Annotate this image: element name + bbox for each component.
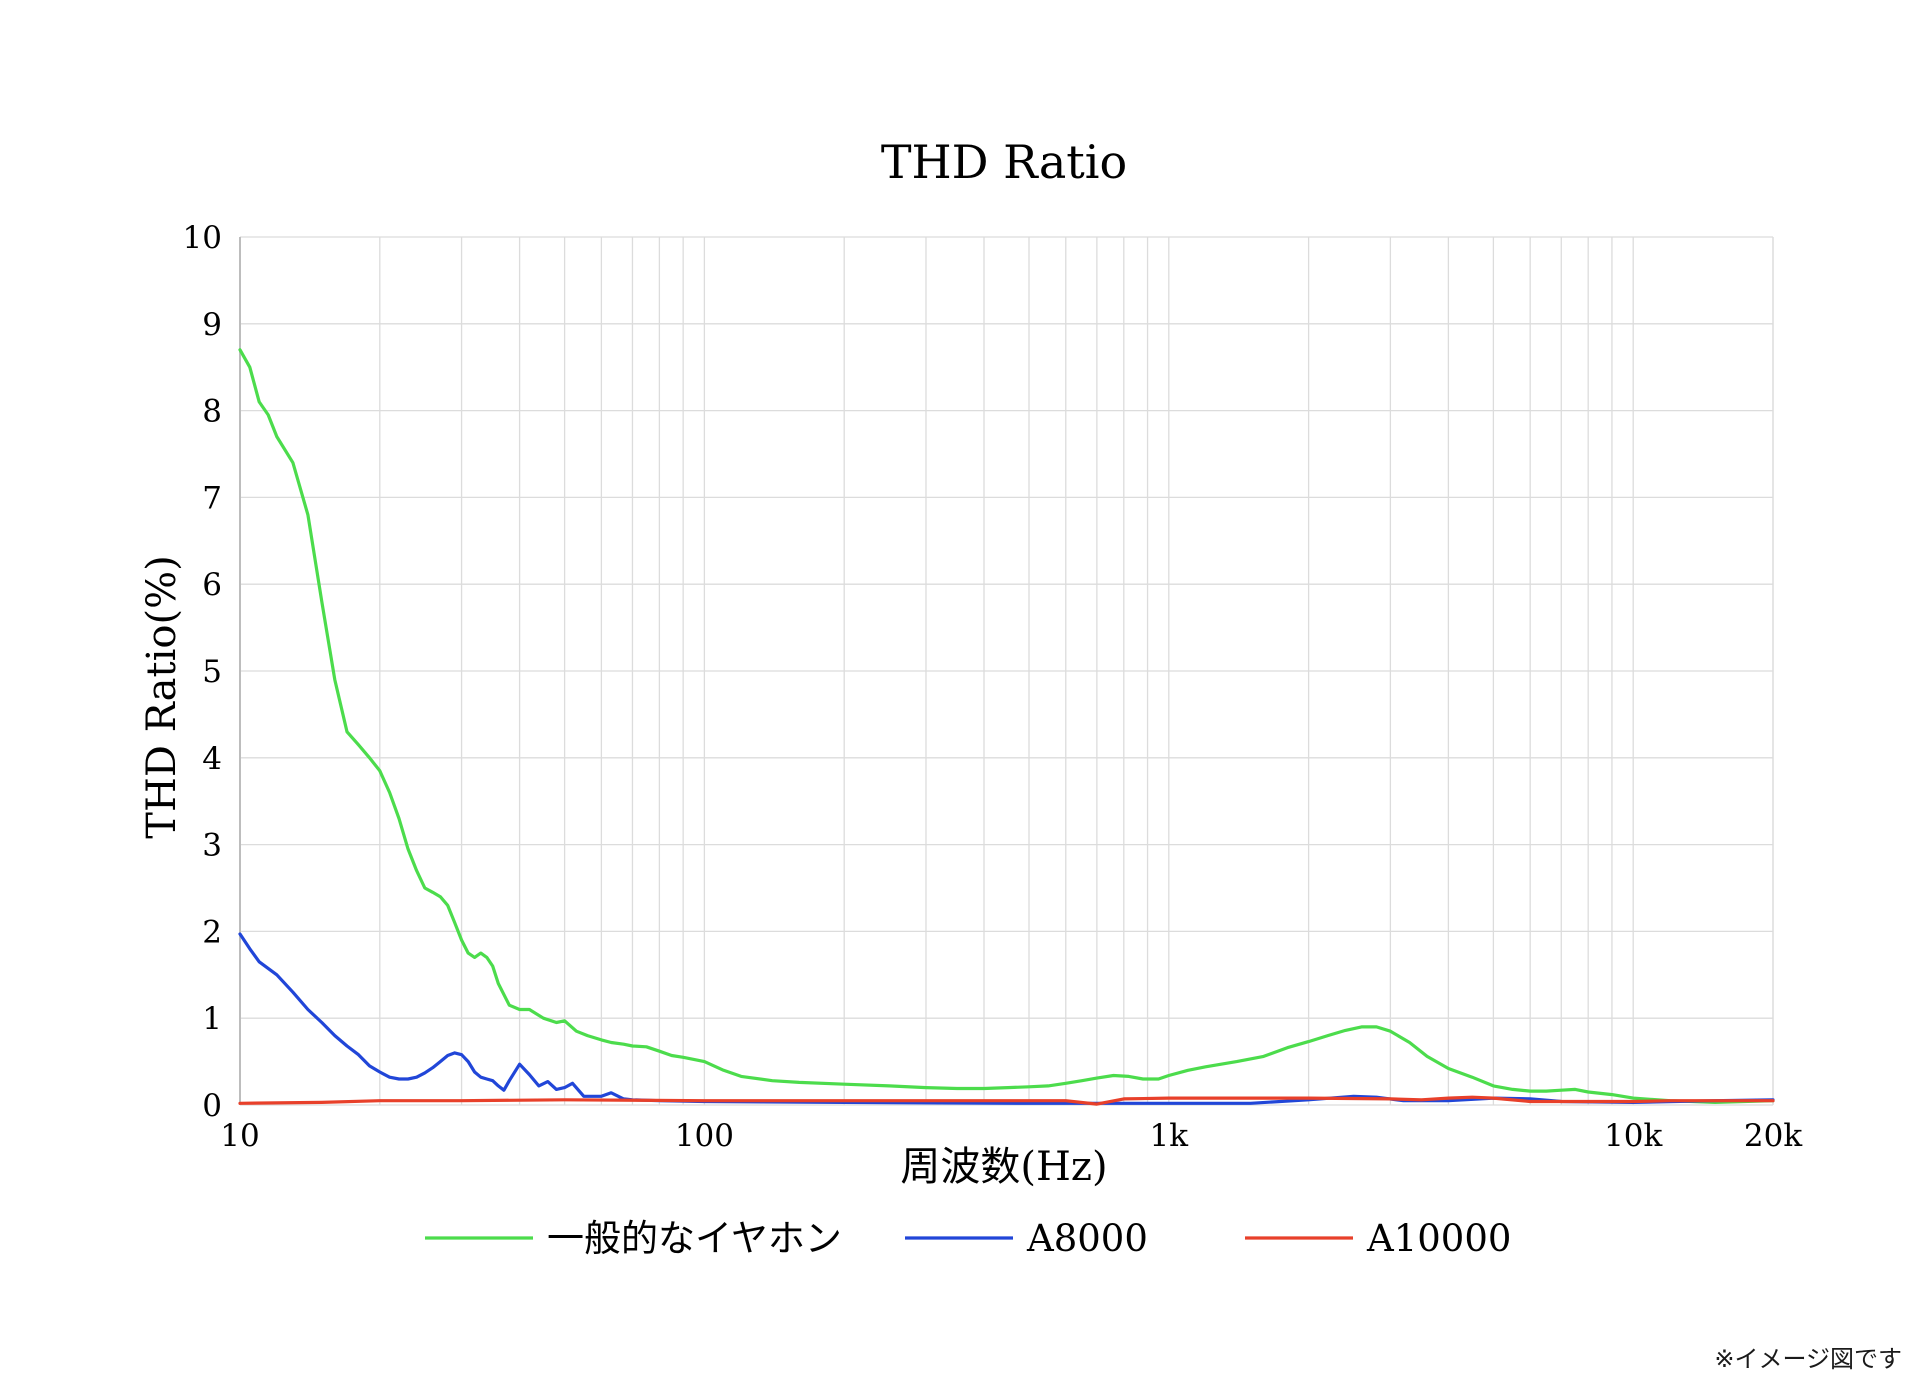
x-tick-label: 10k <box>1604 1118 1662 1154</box>
y-tick-label: 6 <box>202 567 222 603</box>
x-tick-label: 1k <box>1150 1118 1189 1154</box>
series-line-1 <box>238 348 1775 1104</box>
y-axis-ticks: 0 1 2 3 4 5 6 7 8 9 10 <box>183 220 222 1124</box>
y-tick-label: 1 <box>202 1001 222 1037</box>
y-tick-label: 4 <box>202 741 222 777</box>
legend-label-2: A8000 <box>1026 1217 1148 1260</box>
x-axis-ticks: 10 100 1k 10k 20k <box>220 1118 1802 1154</box>
series-lines <box>238 348 1775 1106</box>
y-tick-label: 8 <box>202 394 222 430</box>
x-tick-label: 100 <box>675 1118 734 1154</box>
legend-label-1: 一般的なイヤホン <box>547 1217 842 1260</box>
y-axis-label: THD Ratio(%) <box>139 555 185 838</box>
y-tick-label: 0 <box>202 1088 222 1124</box>
y-tick-label: 3 <box>202 828 222 864</box>
x-axis-label: 周波数(Hz) <box>900 1144 1107 1190</box>
y-tick-label: 5 <box>202 654 222 690</box>
x-tick-label: 20k <box>1744 1118 1802 1154</box>
image-note: ※イメージ図です <box>1714 1345 1902 1373</box>
legend-label-3: A10000 <box>1366 1217 1511 1260</box>
y-tick-label: 10 <box>183 220 222 256</box>
chart-title: THD Ratio <box>881 135 1127 189</box>
series-line-3 <box>238 1095 1775 1106</box>
y-tick-label: 9 <box>202 307 222 343</box>
y-tick-label: 7 <box>202 480 222 516</box>
x-tick-label: 10 <box>220 1118 259 1154</box>
legend: 一般的なイヤホン A8000 A10000 <box>425 1217 1511 1260</box>
y-tick-label: 2 <box>202 914 222 950</box>
grid <box>239 236 1774 1106</box>
